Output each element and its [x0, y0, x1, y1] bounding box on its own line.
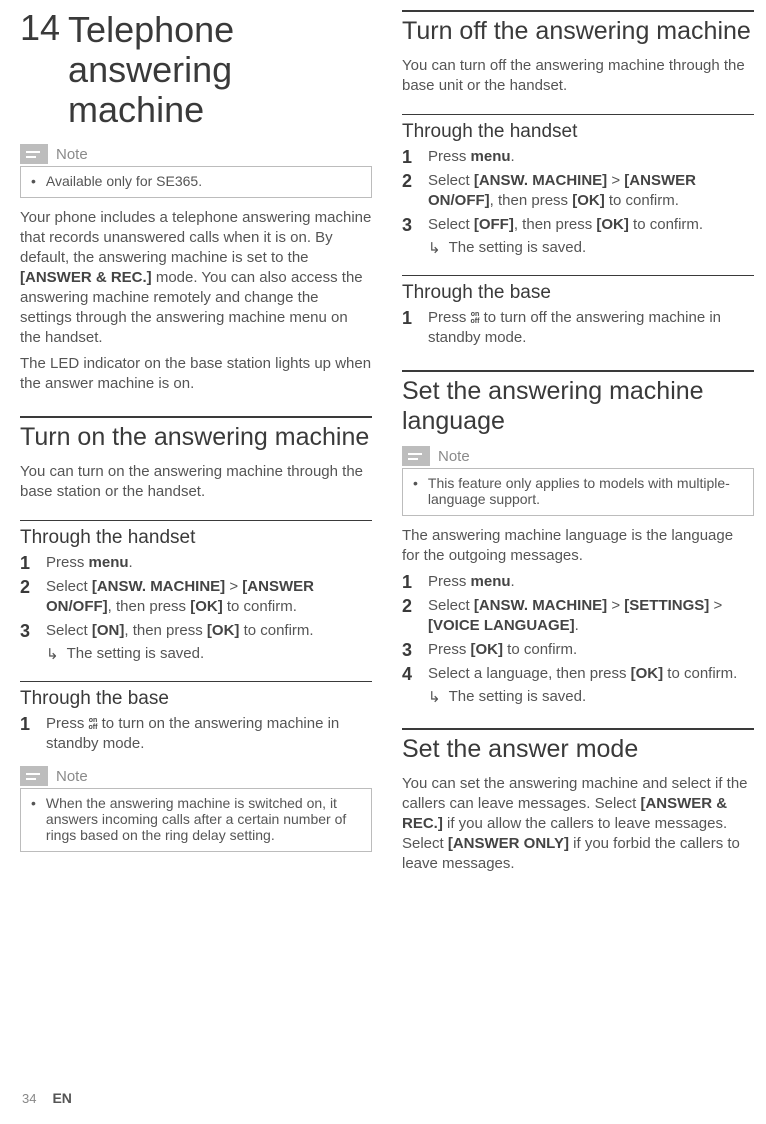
step: 1 Press to turn off the answering machin…: [402, 308, 754, 348]
step: 1 Press menu.: [20, 553, 372, 573]
note-label: Note: [56, 146, 88, 163]
result: ↳ The setting is saved.: [428, 239, 754, 257]
note-text: When the answering machine is switched o…: [46, 795, 361, 843]
note-icon: [402, 446, 430, 466]
section-divider: Set the answering machine language: [402, 370, 754, 436]
step: 3 Select [ON], then press [OK] to confir…: [20, 621, 372, 641]
subsection-divider: Through the handset: [402, 114, 754, 143]
turn-on-intro: You can turn on the answering machine th…: [20, 462, 372, 502]
subsection-handset: Through the handset: [20, 527, 372, 549]
page-footer: 34 EN: [22, 1090, 72, 1106]
note-header: Note: [20, 766, 372, 786]
result-arrow-icon: ↳: [428, 688, 441, 706]
chapter-number: 14: [20, 10, 60, 46]
note-header: Note: [20, 144, 372, 164]
chapter-title: Telephone answering machine: [68, 10, 372, 130]
step: 1 Press menu.: [402, 147, 754, 167]
note-body: This feature only applies to models with…: [402, 468, 754, 516]
note-label: Note: [438, 448, 470, 465]
subsection-divider: Through the base: [20, 681, 372, 710]
section-answer-mode: Set the answer mode: [402, 734, 754, 764]
result-arrow-icon: ↳: [428, 239, 441, 257]
note-box: Note When the answering machine is switc…: [20, 766, 372, 852]
section-divider: Set the answer mode: [402, 728, 754, 764]
note-icon: [20, 144, 48, 164]
section-divider: Turn off the answering machine: [402, 10, 754, 46]
step: 2 Select [ANSW. MACHINE] > [ANSWER ON/OF…: [20, 577, 372, 617]
mode-paragraph: You can set the answering machine and se…: [402, 774, 754, 874]
subsection-divider: Through the base: [402, 275, 754, 304]
note-box: Note This feature only applies to models…: [402, 446, 754, 516]
step: 1 Press to turn on the answering machine…: [20, 714, 372, 754]
step: 4 Select a language, then press [OK] to …: [402, 664, 754, 684]
subsection-base: Through the base: [402, 282, 754, 304]
step: 2 Select [ANSW. MACHINE] > [ANSWER ON/OF…: [402, 171, 754, 211]
turn-off-intro: You can turn off the answering machine t…: [402, 56, 754, 96]
lang-intro: The answering machine language is the la…: [402, 526, 754, 566]
step: 3 Select [OFF], then press [OK] to confi…: [402, 215, 754, 235]
step: 3 Press [OK] to confirm.: [402, 640, 754, 660]
note-text: Available only for SE365.: [46, 173, 202, 189]
note-icon: [20, 766, 48, 786]
language-code: EN: [52, 1090, 71, 1106]
section-divider: Turn on the answering machine: [20, 416, 372, 452]
section-turn-on: Turn on the answering machine: [20, 422, 372, 452]
result: ↳ The setting is saved.: [46, 645, 372, 663]
step: 2 Select [ANSW. MACHINE] > [SETTINGS] > …: [402, 596, 754, 636]
right-column: Turn off the answering machine You can t…: [402, 10, 754, 880]
intro-paragraph-2: The LED indicator on the base station li…: [20, 354, 372, 394]
note-body: When the answering machine is switched o…: [20, 788, 372, 852]
result: ↳ The setting is saved.: [428, 688, 754, 706]
note-text: This feature only applies to models with…: [428, 475, 743, 507]
left-column: 14 Telephone answering machine Note Avai…: [20, 10, 372, 880]
subsection-divider: Through the handset: [20, 520, 372, 549]
section-language: Set the answering machine language: [402, 376, 754, 436]
page-content: 14 Telephone answering machine Note Avai…: [0, 0, 766, 880]
note-label: Note: [56, 768, 88, 785]
subsection-base: Through the base: [20, 688, 372, 710]
section-turn-off: Turn off the answering machine: [402, 16, 754, 46]
note-header: Note: [402, 446, 754, 466]
result-arrow-icon: ↳: [46, 645, 59, 663]
subsection-handset: Through the handset: [402, 121, 754, 143]
page-number: 34: [22, 1091, 36, 1106]
chapter-heading: 14 Telephone answering machine: [20, 10, 372, 130]
note-body: Available only for SE365.: [20, 166, 372, 198]
intro-paragraph: Your phone includes a telephone answerin…: [20, 208, 372, 348]
step: 1 Press menu.: [402, 572, 754, 592]
note-box: Note Available only for SE365.: [20, 144, 372, 198]
